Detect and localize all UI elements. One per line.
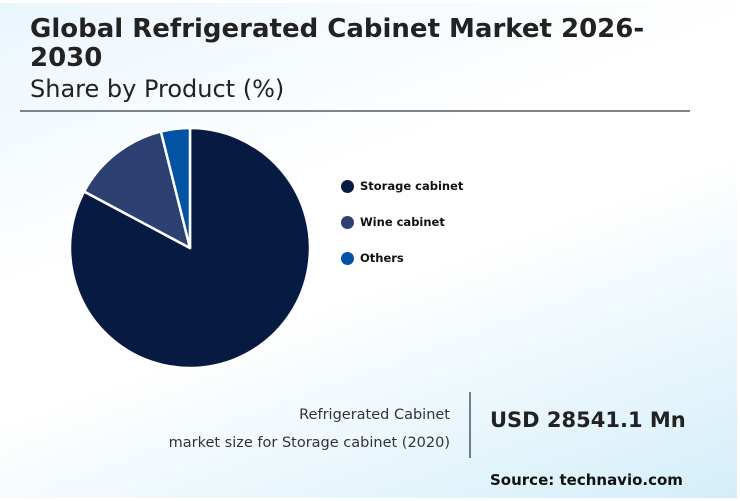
chart-title: Global Refrigerated Cabinet Market 2026-…: [30, 14, 645, 73]
chart-subtitle: Share by Product (%): [30, 75, 285, 103]
market-size-description: Refrigerated Cabinet market size for Sto…: [169, 401, 450, 457]
description-line-1: Refrigerated Cabinet: [299, 407, 450, 423]
legend-item-others: Others: [341, 249, 463, 267]
callout-divider: [469, 392, 471, 458]
source-label: Source: technavio.com: [490, 471, 683, 489]
legend-label: Storage cabinet: [360, 179, 464, 193]
legend-dot-icon: [341, 179, 354, 193]
legend-dot-icon: [341, 251, 354, 265]
pie-slice-others: [159, 126, 192, 250]
header-divider: [20, 110, 690, 112]
legend-label: Others: [360, 251, 404, 265]
legend: Storage cabinet Wine cabinet Others: [341, 177, 463, 285]
legend-dot-icon: [341, 215, 354, 229]
legend-item-wine-cabinet: Wine cabinet: [341, 213, 463, 231]
legend-label: Wine cabinet: [360, 215, 445, 229]
legend-item-storage-cabinet: Storage cabinet: [341, 177, 463, 195]
pie-chart: [68, 126, 312, 370]
pie-slice-wine-cabinet: [82, 130, 192, 250]
market-size-value: USD 28541.1 Mn: [490, 408, 686, 432]
infographic: Global Refrigerated Cabinet Market 2026-…: [0, 3, 737, 498]
description-line-2: market size for Storage cabinet (2020): [168, 435, 450, 451]
